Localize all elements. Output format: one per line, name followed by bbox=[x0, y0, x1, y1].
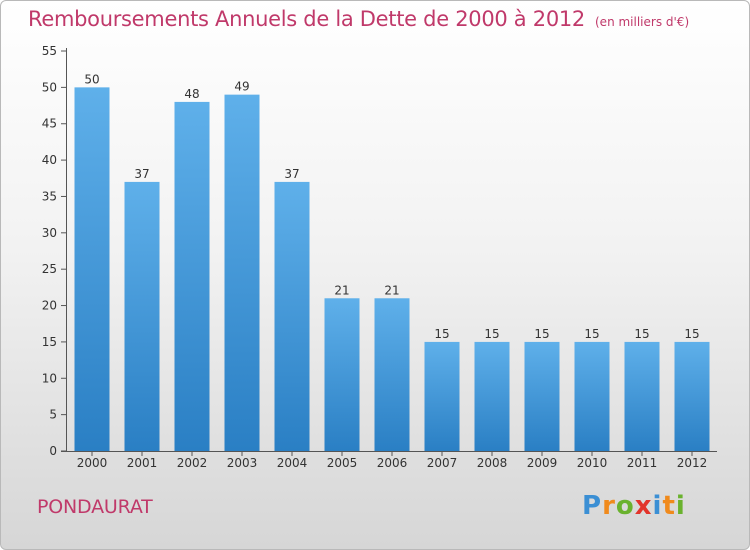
x-tick-label: 2009 bbox=[527, 456, 558, 470]
x-tick-label: 2010 bbox=[577, 456, 608, 470]
y-tick-label: 0 bbox=[49, 444, 57, 458]
proxiti-logo: Proxiti bbox=[582, 491, 686, 521]
y-tick-label: 15 bbox=[42, 335, 57, 349]
bar-value-label: 15 bbox=[434, 327, 449, 341]
x-tick-label: 2008 bbox=[477, 456, 508, 470]
logo-letter: P bbox=[582, 491, 603, 521]
y-tick-label: 45 bbox=[42, 117, 57, 131]
y-tick-label: 30 bbox=[42, 226, 57, 240]
y-tick-label: 55 bbox=[42, 44, 57, 58]
x-tick-label: 2012 bbox=[677, 456, 708, 470]
chart-title-block: Remboursements Annuels de la Dette de 20… bbox=[28, 7, 689, 31]
bar-2007 bbox=[424, 341, 460, 451]
bar-value-label: 15 bbox=[634, 327, 649, 341]
x-tick-label: 2007 bbox=[427, 456, 458, 470]
bar-value-label: 37 bbox=[284, 167, 299, 181]
logo-letter: t bbox=[662, 491, 676, 521]
logo-letter: o bbox=[615, 491, 635, 521]
bar-value-label: 15 bbox=[584, 327, 599, 341]
bar-value-label: 37 bbox=[134, 167, 149, 181]
bar-2001 bbox=[124, 181, 160, 451]
bar-2004 bbox=[274, 181, 310, 451]
y-tick-label: 25 bbox=[42, 262, 57, 276]
bar-value-label: 15 bbox=[484, 327, 499, 341]
bar-2005 bbox=[324, 298, 360, 451]
chart-unit-note: (en milliers d'€) bbox=[595, 15, 690, 29]
bar-2012 bbox=[674, 341, 710, 451]
logo-letter: r bbox=[602, 491, 616, 521]
y-tick-label: 5 bbox=[49, 408, 57, 422]
bar-value-label: 15 bbox=[534, 327, 549, 341]
bar-2006 bbox=[374, 298, 410, 451]
x-tick-label: 2000 bbox=[77, 456, 108, 470]
bars: 50 37 48 49 37 21 21 15 15 15 15 15 15 bbox=[74, 72, 710, 452]
x-tick-label: 2002 bbox=[177, 456, 208, 470]
x-tick-label: 2004 bbox=[277, 456, 308, 470]
bar-2002 bbox=[174, 101, 210, 451]
bar-value-label: 15 bbox=[684, 327, 699, 341]
chart-title: Remboursements Annuels de la Dette de 20… bbox=[28, 7, 585, 31]
logo-letter: i bbox=[652, 491, 663, 521]
bar-value-label: 48 bbox=[184, 87, 199, 101]
bar-2003 bbox=[224, 94, 260, 452]
bar-2009 bbox=[524, 341, 560, 451]
y-axis: 0 5 10 15 20 25 30 35 40 45 50 55 bbox=[42, 44, 67, 458]
x-axis: 2000 2001 2002 2003 2004 2005 2006 2007 2008 2009… bbox=[61, 451, 717, 470]
x-tick-label: 2001 bbox=[127, 456, 158, 470]
y-tick-label: 50 bbox=[42, 80, 57, 94]
y-tick-label: 40 bbox=[42, 153, 57, 167]
bar-2008 bbox=[474, 341, 510, 451]
x-tick-label: 2005 bbox=[327, 456, 358, 470]
bar-value-label: 21 bbox=[384, 283, 399, 297]
bar-2010 bbox=[574, 341, 610, 451]
bar-value-label: 49 bbox=[234, 80, 249, 94]
logo-letter: x bbox=[634, 491, 653, 521]
x-tick-label: 2003 bbox=[227, 456, 258, 470]
bar-value-label: 50 bbox=[84, 72, 99, 86]
commune-name: PONDAURAT bbox=[37, 496, 153, 518]
y-tick-label: 10 bbox=[42, 371, 57, 385]
x-tick-label: 2006 bbox=[377, 456, 408, 470]
logo-letter: i bbox=[675, 491, 686, 521]
bar-2011 bbox=[624, 341, 660, 451]
x-tick-label: 2011 bbox=[627, 456, 658, 470]
y-tick-label: 20 bbox=[42, 299, 57, 313]
bar-value-label: 21 bbox=[334, 283, 349, 297]
bar-2000 bbox=[74, 87, 110, 451]
y-tick-label: 35 bbox=[42, 189, 57, 203]
